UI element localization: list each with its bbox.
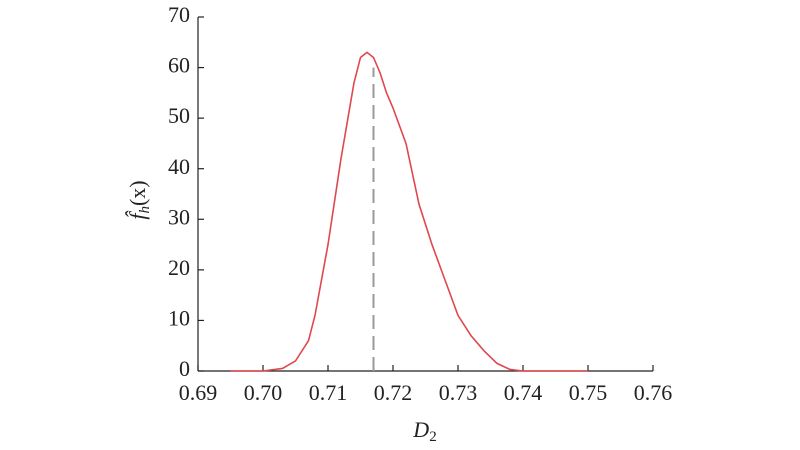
- x-label-main: D: [412, 417, 429, 442]
- x-tick-label: 0.69: [179, 380, 218, 405]
- x-tick-label: 0.76: [634, 380, 673, 405]
- y-axis-label: f̂h(x): [125, 180, 153, 219]
- x-tick-label: 0.70: [244, 380, 283, 405]
- y-tick-label: 50: [168, 103, 190, 128]
- y-label-rest: (x): [125, 180, 150, 206]
- y-tick-label: 30: [168, 204, 190, 229]
- y-tick-label: 60: [168, 53, 190, 78]
- x-tick-label: 0.73: [439, 380, 478, 405]
- x-tick-label: 0.72: [374, 380, 413, 405]
- density-line: [230, 51, 588, 372]
- y-tick-label: 70: [168, 2, 190, 27]
- x-axis-label: D2: [412, 417, 436, 445]
- y-tick-label: 40: [168, 154, 190, 179]
- x-label-sub: 2: [429, 429, 437, 445]
- y-label-main: f̂: [125, 210, 150, 220]
- y-label-sub: h: [137, 206, 153, 214]
- x-tick-label: 0.75: [569, 380, 608, 405]
- y-tick-label: 20: [168, 255, 190, 280]
- x-tick-label: 0.74: [504, 380, 543, 405]
- y-tick-label: 0: [179, 356, 190, 381]
- y-tick-label: 10: [168, 305, 190, 330]
- x-tick-label: 0.71: [309, 380, 348, 405]
